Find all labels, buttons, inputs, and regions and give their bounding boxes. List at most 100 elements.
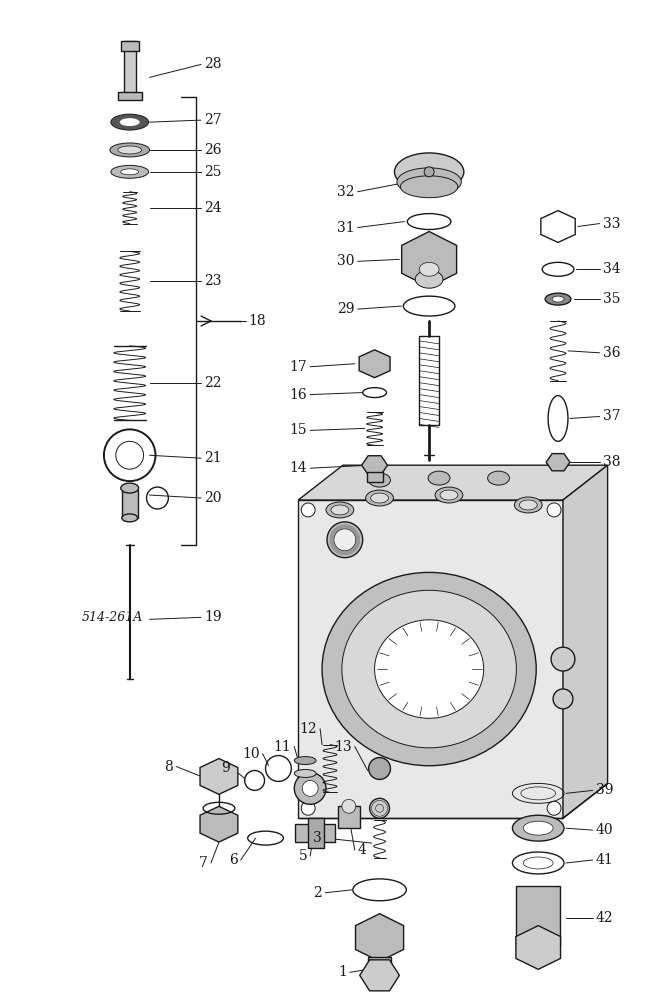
Polygon shape — [200, 759, 238, 794]
Ellipse shape — [551, 647, 575, 671]
Text: 30: 30 — [337, 254, 355, 268]
Text: 12: 12 — [300, 722, 317, 736]
Ellipse shape — [545, 293, 571, 305]
Text: 5: 5 — [298, 849, 307, 863]
Text: 27: 27 — [204, 113, 222, 127]
Ellipse shape — [110, 143, 150, 157]
Text: 14: 14 — [289, 461, 307, 475]
Text: 6: 6 — [229, 853, 237, 867]
Ellipse shape — [111, 165, 148, 178]
Ellipse shape — [553, 689, 573, 709]
Text: 514-261A: 514-261A — [82, 611, 144, 624]
Text: 10: 10 — [242, 747, 260, 761]
Text: 1: 1 — [338, 965, 347, 979]
Polygon shape — [563, 465, 607, 818]
Text: 21: 21 — [204, 451, 222, 465]
Bar — [516, 886, 560, 946]
Text: 26: 26 — [204, 143, 222, 157]
Ellipse shape — [342, 590, 516, 748]
Text: 13: 13 — [334, 740, 352, 754]
Ellipse shape — [512, 815, 564, 841]
Ellipse shape — [342, 799, 356, 813]
Polygon shape — [401, 232, 457, 287]
Text: 29: 29 — [337, 302, 355, 316]
Text: 16: 16 — [289, 388, 307, 402]
Polygon shape — [356, 914, 403, 961]
Ellipse shape — [547, 503, 561, 517]
Bar — [367, 957, 392, 973]
Ellipse shape — [122, 514, 138, 522]
Ellipse shape — [435, 487, 463, 503]
Ellipse shape — [302, 780, 318, 796]
Polygon shape — [200, 806, 238, 842]
Ellipse shape — [520, 500, 537, 510]
Ellipse shape — [301, 801, 315, 815]
Bar — [122, 490, 138, 518]
Text: 25: 25 — [204, 165, 222, 179]
Polygon shape — [359, 960, 400, 991]
Ellipse shape — [369, 473, 390, 487]
Ellipse shape — [415, 270, 443, 288]
Text: 8: 8 — [165, 760, 173, 774]
Bar — [419, 336, 439, 425]
Bar — [118, 92, 142, 100]
Bar — [367, 472, 382, 482]
Text: 33: 33 — [603, 217, 620, 231]
Ellipse shape — [365, 490, 394, 506]
Ellipse shape — [369, 758, 390, 779]
Ellipse shape — [334, 529, 356, 551]
Ellipse shape — [295, 772, 326, 804]
Ellipse shape — [371, 493, 388, 503]
Bar — [308, 818, 324, 848]
Text: 28: 28 — [204, 57, 222, 71]
Ellipse shape — [400, 176, 458, 198]
Ellipse shape — [487, 471, 510, 485]
Text: 7: 7 — [199, 856, 208, 870]
Ellipse shape — [118, 146, 142, 154]
Polygon shape — [546, 454, 570, 471]
Text: 11: 11 — [274, 740, 291, 754]
Text: 34: 34 — [603, 262, 621, 276]
Text: 38: 38 — [603, 455, 620, 469]
Text: 4: 4 — [358, 843, 367, 857]
Text: 35: 35 — [603, 292, 620, 306]
Ellipse shape — [375, 620, 483, 718]
Text: 36: 36 — [603, 346, 620, 360]
Ellipse shape — [419, 262, 439, 276]
Text: 37: 37 — [603, 409, 621, 423]
Ellipse shape — [120, 118, 140, 126]
Ellipse shape — [547, 801, 561, 815]
Ellipse shape — [121, 483, 138, 493]
Ellipse shape — [523, 821, 553, 835]
Polygon shape — [359, 350, 390, 378]
Text: 22: 22 — [204, 376, 222, 390]
Ellipse shape — [326, 502, 354, 518]
Bar — [338, 806, 359, 828]
Text: 17: 17 — [289, 360, 307, 374]
Text: 23: 23 — [204, 274, 222, 288]
Ellipse shape — [327, 522, 363, 558]
Ellipse shape — [322, 572, 536, 766]
Ellipse shape — [121, 169, 138, 175]
Bar — [124, 41, 136, 95]
Text: 32: 32 — [337, 185, 355, 199]
Ellipse shape — [331, 505, 349, 515]
Bar — [121, 41, 138, 51]
Text: 9: 9 — [221, 762, 230, 776]
Text: 15: 15 — [289, 423, 307, 437]
Polygon shape — [298, 465, 607, 500]
Ellipse shape — [295, 757, 316, 765]
Text: 18: 18 — [249, 314, 266, 328]
Ellipse shape — [301, 503, 315, 517]
Polygon shape — [361, 456, 388, 475]
Ellipse shape — [369, 798, 390, 818]
Text: 40: 40 — [596, 823, 613, 837]
Ellipse shape — [552, 296, 564, 302]
Text: 19: 19 — [204, 610, 222, 624]
Ellipse shape — [514, 497, 542, 513]
Ellipse shape — [440, 490, 458, 500]
Polygon shape — [516, 926, 560, 969]
Text: 31: 31 — [337, 221, 355, 235]
Text: 3: 3 — [314, 831, 322, 845]
Text: 20: 20 — [204, 491, 222, 505]
